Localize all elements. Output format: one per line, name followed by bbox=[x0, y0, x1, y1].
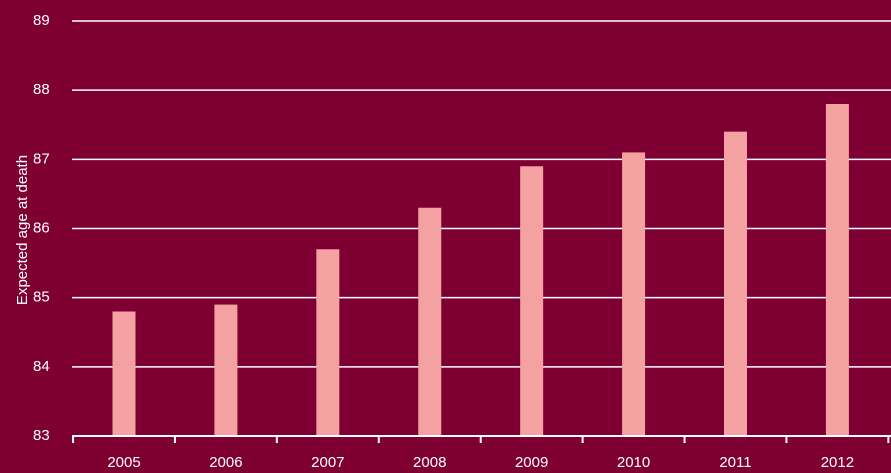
y-tick-label: 87 bbox=[33, 150, 50, 167]
y-tick-label: 84 bbox=[33, 358, 50, 375]
bar-2012 bbox=[825, 104, 849, 436]
y-tick-labels: 83 84 85 86 87 88 89 bbox=[33, 12, 50, 444]
x-tick-labels: 2005 2006 2007 2008 2009 2010 2011 2012 bbox=[107, 454, 854, 471]
y-tick-label: 85 bbox=[33, 289, 50, 306]
y-tick-label: 83 bbox=[33, 427, 50, 444]
y-tick-label: 88 bbox=[33, 81, 50, 98]
x-tick-label: 2007 bbox=[311, 454, 344, 471]
x-tick-label: 2009 bbox=[515, 454, 548, 471]
y-tick-label: 89 bbox=[33, 12, 50, 29]
bar-2009 bbox=[520, 166, 544, 436]
bar-2011 bbox=[723, 131, 747, 436]
bar-2008 bbox=[418, 207, 442, 436]
gridlines bbox=[72, 20, 891, 368]
y-axis-title: Expected age at death bbox=[14, 155, 31, 305]
bar-2010 bbox=[622, 152, 646, 436]
x-tick-label: 2010 bbox=[617, 454, 650, 471]
y-tick-label: 86 bbox=[33, 219, 50, 236]
bar-2006 bbox=[214, 304, 238, 436]
x-tick-label: 2012 bbox=[821, 454, 854, 471]
bar-2007 bbox=[316, 249, 340, 436]
bar-2005 bbox=[112, 311, 136, 436]
x-tick-label: 2005 bbox=[107, 454, 140, 471]
x-axis bbox=[72, 435, 891, 443]
x-tick-label: 2006 bbox=[209, 454, 242, 471]
bars bbox=[112, 104, 849, 436]
x-tick-label: 2011 bbox=[719, 454, 751, 471]
x-tick-label: 2008 bbox=[413, 454, 446, 471]
